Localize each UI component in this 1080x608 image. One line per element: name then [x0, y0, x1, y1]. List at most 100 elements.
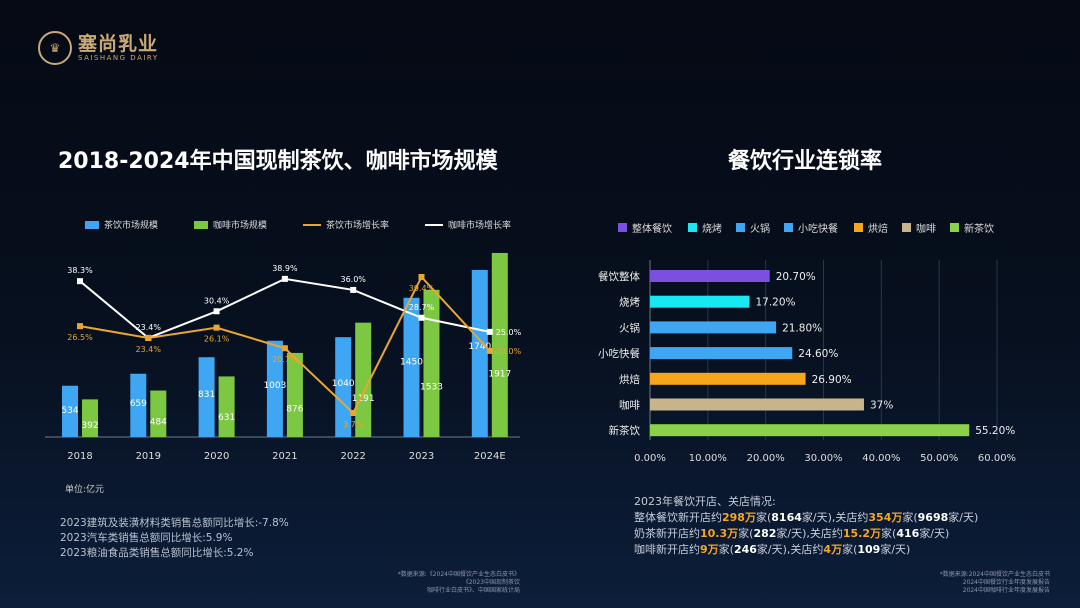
legend-swatch — [688, 223, 697, 232]
stats-fragment: 109 — [857, 543, 881, 556]
legend-label: 火锅 — [750, 223, 770, 235]
y-tick-label: 新茶饮 — [609, 424, 641, 437]
legend-swatch — [854, 223, 863, 232]
growth-point — [350, 286, 357, 293]
stats-fragment: 家( — [718, 543, 734, 556]
growth-point — [486, 328, 493, 335]
y-tick-label: 火锅 — [619, 322, 640, 334]
growth-label: 39.4% — [409, 284, 435, 293]
legend-label: 咖啡 — [916, 223, 936, 235]
stats-fragment: 家/天),关店约 — [776, 527, 843, 540]
x-tick-label: 60.00% — [978, 453, 1016, 464]
y-tick-label: 小吃快餐 — [598, 347, 640, 360]
bar-label: 831 — [198, 390, 215, 400]
growth-point — [350, 410, 357, 416]
legend-swatch — [950, 223, 959, 232]
note: 2023建筑及装潢材料类销售总额同比增长:-7.8% — [60, 517, 289, 529]
bar — [650, 295, 750, 308]
stats-fragment: 家( — [738, 527, 754, 540]
bar-label: 1450 — [400, 357, 423, 367]
growth-label: 38.9% — [272, 264, 298, 273]
bar-label: 1917 — [488, 370, 511, 380]
logo-subtext: SAISHANG DAIRY — [78, 54, 159, 62]
growth-point — [281, 275, 288, 282]
legend-swatch — [784, 223, 793, 232]
bar-tea — [471, 269, 488, 437]
x-tick-label: 30.00% — [804, 453, 842, 464]
growth-label: 25.0% — [496, 328, 522, 337]
stats-fragment: 8164 — [771, 511, 802, 524]
stats-fragment: 15.2万 — [842, 527, 882, 540]
x-tick-label: 40.00% — [862, 453, 900, 464]
bar-label: 17.20% — [755, 297, 795, 309]
legend-label: 烧烤 — [702, 222, 722, 235]
bar-label: 21.80% — [782, 322, 822, 334]
legend-item: 咖啡市场增长率 — [425, 218, 511, 231]
stats-fragment: 奶茶新开店约 — [634, 527, 700, 540]
bar — [650, 424, 970, 437]
left-source: *数据来源:《2024中国餐饮产业生态白皮书》 《2023中国现制茶饮 咖啡行业白皮… — [398, 571, 520, 595]
stats-title: 2023年餐饮开店、关店情况: — [634, 495, 776, 508]
stats-fragment: 家( — [842, 543, 858, 556]
growth-label: 20.7% — [272, 355, 298, 364]
bar-label: 1740 — [468, 342, 491, 352]
x-tick-label: 2023 — [409, 451, 434, 462]
legend-item: 茶饮市场规模 — [85, 218, 158, 231]
stats-fragment: 整体餐饮新开店约 — [634, 511, 722, 524]
notes: 2023建筑及装潢材料类销售总额同比增长:-7.8% 2023汽车类销售总额同比… — [60, 516, 289, 561]
bar — [650, 372, 806, 385]
growth-label: 20.0% — [496, 347, 522, 356]
growth-point — [418, 314, 425, 321]
legend-swatch — [902, 223, 911, 232]
legend-label: 烘焙 — [868, 222, 888, 235]
legend-label: 茶饮市场增长率 — [326, 221, 390, 231]
stats-fragment: 家/天) — [948, 511, 979, 524]
growth-label: 23.4% — [136, 323, 162, 332]
x-tick-label: 2018 — [67, 451, 92, 462]
stats-line: 整体餐饮新开店约298万家(8164家/天),关店约354万家(9698家/天) — [634, 510, 978, 526]
growth-point — [418, 273, 425, 280]
bar-label: 1040 — [332, 379, 355, 389]
bar-label: 534 — [61, 406, 78, 416]
growth-point — [77, 278, 83, 285]
growth-point — [77, 323, 83, 330]
stats-fragment: 282 — [753, 527, 777, 540]
bar-label: 876 — [286, 405, 303, 415]
stats-fragment: 10.3万 — [700, 527, 739, 540]
growth-label: 26.1% — [204, 335, 230, 344]
bar-coffee — [423, 289, 440, 437]
stats-fragment: 家/天) — [880, 543, 911, 556]
bar-tea — [198, 357, 215, 437]
y-tick-label: 咖啡 — [619, 400, 640, 412]
y-tick-label: 烧烤 — [619, 296, 640, 309]
note: 2023汽车类销售总额同比增长:5.9% — [60, 532, 233, 544]
bar-label: 1191 — [352, 394, 375, 404]
growth-point — [281, 345, 288, 352]
growth-point — [213, 308, 220, 315]
unit-label: 单位:亿元 — [65, 485, 105, 495]
bar — [650, 321, 777, 334]
stats-fragment: 家( — [755, 511, 772, 524]
bar-coffee — [491, 252, 508, 437]
stats-line: 咖啡新开店约9万家(246家/天),关店约4万家(109家/天) — [634, 542, 978, 558]
growth-label: 3.7% — [343, 420, 364, 429]
stats-fragment: 咖啡新开店约 — [634, 543, 700, 556]
growth-label: 28.7% — [409, 303, 435, 312]
bar-coffee — [82, 399, 98, 437]
stats-fragment: 家/天),关店约 — [801, 511, 869, 524]
growth-label: 30.4% — [204, 296, 230, 305]
stats-fragment: 354万 — [868, 511, 903, 524]
bar-label: 1003 — [263, 381, 286, 391]
growth-label: 23.4% — [136, 345, 162, 354]
bar — [650, 347, 793, 360]
bar-coffee — [286, 352, 303, 437]
stats-fragment: 4万 — [823, 543, 843, 556]
legend-item: 咖啡市场规模 — [194, 218, 267, 231]
legend-label: 咖啡市场增长率 — [448, 221, 512, 231]
growth-label: 26.5% — [67, 333, 93, 342]
x-tick-label: 10.00% — [689, 453, 727, 464]
source-line: 2024中国餐饮行业年度发展报告 — [962, 579, 1050, 586]
right-source: *数据来源:2024中国餐饮产业生态白皮书 2024中国餐饮行业年度发展报告 202… — [940, 571, 1050, 595]
bar — [650, 270, 770, 282]
